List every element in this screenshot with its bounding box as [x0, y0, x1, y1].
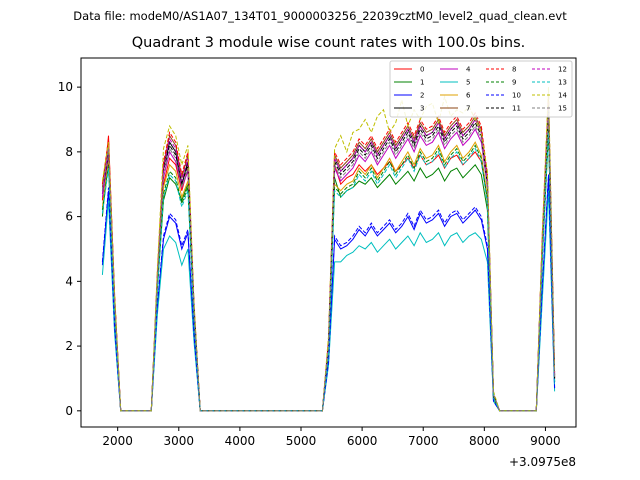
legend-label-14: 14 — [558, 92, 567, 100]
y-tick-label-4: 4 — [65, 274, 73, 288]
x-tick-label-3000: 3000 — [164, 434, 195, 448]
series-line-10 — [101, 174, 556, 412]
legend-label-15: 15 — [558, 105, 567, 113]
legend-label-8: 8 — [512, 66, 516, 74]
plot-frame — [80, 57, 577, 428]
legend-label-0: 0 — [420, 66, 424, 74]
legend-box — [389, 60, 573, 118]
legend-label-4: 4 — [466, 66, 471, 74]
legend-label-2: 2 — [420, 92, 424, 100]
legend-label-9: 9 — [512, 79, 516, 87]
series-line-13 — [101, 132, 556, 412]
chart-title: Quadrant 3 module wise count rates with … — [131, 35, 526, 51]
legend-label-1: 1 — [420, 79, 424, 87]
y-tick-label-6: 6 — [65, 210, 73, 224]
x-tick-label-6000: 6000 — [347, 434, 378, 448]
y-tick-label-8: 8 — [65, 145, 73, 159]
legend-label-6: 6 — [466, 92, 471, 100]
y-tick-label-2: 2 — [65, 339, 73, 353]
y-tick-label-10: 10 — [58, 80, 73, 94]
legend-label-5: 5 — [466, 79, 470, 87]
x-tick-label-5000: 5000 — [286, 434, 317, 448]
data-file-caption: Data file: modeM0/AS1A07_134T01_90000032… — [73, 9, 567, 23]
series-line-5 — [101, 190, 556, 412]
y-tick-label-0: 0 — [65, 404, 73, 418]
series-line-15 — [101, 109, 556, 412]
x-tick-label-9000: 9000 — [530, 434, 561, 448]
x-tick-label-7000: 7000 — [408, 434, 439, 448]
legend-label-11: 11 — [512, 105, 521, 113]
y-axis: 0 2 4 6 8 10 — [58, 80, 81, 418]
legend-label-7: 7 — [466, 105, 470, 113]
series-layer — [101, 87, 556, 412]
legend-label-3: 3 — [420, 105, 424, 113]
x-axis-offset-label: +3.0975e8 — [509, 455, 576, 469]
x-tick-label-2000: 2000 — [102, 434, 133, 448]
x-tick-label-8000: 8000 — [469, 434, 500, 448]
legend-label-13: 13 — [558, 79, 567, 87]
legend-label-10: 10 — [512, 92, 521, 100]
x-axis: 2000 3000 4000 5000 6000 7000 8000 9000 — [102, 427, 561, 448]
x-tick-label-4000: 4000 — [225, 434, 256, 448]
legend-label-12: 12 — [558, 66, 567, 74]
